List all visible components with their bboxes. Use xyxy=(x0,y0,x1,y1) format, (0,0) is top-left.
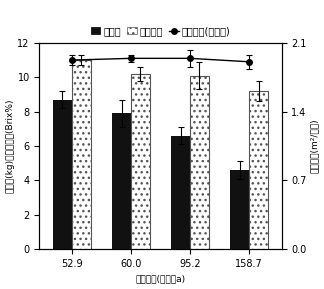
Bar xyxy=(112,113,131,249)
Y-axis label: 総葉面積(m²/個体): 総葉面積(m²/個体) xyxy=(309,119,318,173)
Bar xyxy=(131,74,150,249)
Bar xyxy=(53,100,72,249)
Bar xyxy=(171,136,190,249)
Legend: 果実重, 総葉面積, 果実糖度(中心部): 果実重, 総葉面積, 果実糖度(中心部) xyxy=(91,26,230,36)
X-axis label: 栽植密度(個体／a): 栽植密度(個体／a) xyxy=(135,275,186,284)
Bar xyxy=(190,75,209,249)
Y-axis label: 果実重(kg)，果実糖度(Brix%): 果実重(kg)，果実糖度(Brix%) xyxy=(6,99,15,193)
Bar xyxy=(249,91,268,249)
Bar xyxy=(230,170,249,249)
Bar xyxy=(72,60,91,249)
